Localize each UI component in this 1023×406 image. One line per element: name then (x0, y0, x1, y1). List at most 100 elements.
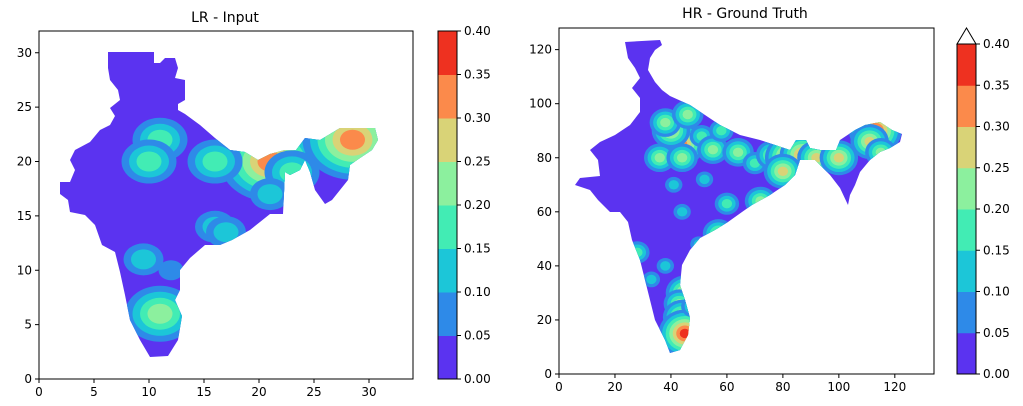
heat-hotspot (665, 176, 683, 193)
x-tick-label: 5 (90, 385, 98, 399)
heat-hotspot (709, 119, 734, 142)
colorbar-tick-label: 0.30 (983, 120, 1010, 134)
heat-hotspot (702, 219, 735, 248)
colorbar-segment (438, 31, 457, 75)
colorbar-segment (438, 292, 457, 336)
x-tick-label: 25 (306, 385, 321, 399)
heat-hotspot (158, 260, 184, 281)
colorbar-tick-label: 0.00 (983, 367, 1010, 381)
y-tick-label: 30 (17, 46, 32, 60)
y-tick-label: 5 (24, 318, 32, 332)
x-tick-label: 0 (555, 380, 563, 394)
colorbar-segment (957, 291, 976, 334)
y-tick-label: 20 (537, 313, 552, 327)
colorbar-tick-label: 0.20 (464, 198, 491, 212)
colorbar-segment (438, 161, 457, 206)
x-tick-label: 20 (607, 380, 622, 394)
y-tick-label: 100 (529, 97, 552, 111)
x-tick-label: 0 (35, 385, 43, 399)
y-tick-label: 10 (17, 263, 32, 277)
lr-colorbar-ticks: 0.00 0.05 0.10 0.15 0.20 0.25 0.30 0.35 0.40 (457, 24, 491, 386)
heat-hotspot (673, 203, 691, 220)
y-tick-label: 20 (17, 155, 32, 169)
colorbar-segment (957, 250, 976, 292)
y-tick-label: 120 (529, 43, 552, 57)
lr-heat-map (60, 52, 378, 357)
plot-title-hr: HR - Ground Truth (682, 6, 808, 22)
x-tick-label: 15 (196, 385, 211, 399)
y-tick-label: 25 (17, 100, 32, 114)
hr-heat-map (575, 40, 902, 353)
colorbar-tick-label: 0.30 (464, 111, 491, 125)
colorbar-tick-label: 0.35 (464, 68, 491, 82)
colorbar-segment (438, 335, 457, 380)
heat-hotspot (672, 100, 704, 129)
x-tick-label: 20 (251, 385, 266, 399)
colorbar-tick-label: 0.15 (983, 243, 1010, 257)
hr-axes-frame (558, 27, 935, 375)
colorbar-segment (438, 205, 457, 249)
y-tick-label: 0 (24, 372, 32, 386)
lr-colorbar: 0.00 0.05 0.10 0.15 0.20 0.25 0.30 0.35 0.40 (437, 24, 491, 386)
x-tick-label: 100 (827, 380, 850, 394)
heat-hotspot (644, 143, 676, 173)
heat-hotspot (206, 216, 246, 249)
map-base-region (60, 52, 378, 357)
colorbar-tick-label: 0.10 (983, 285, 1010, 299)
colorbar-segment (957, 85, 976, 127)
colorbar-segment (438, 248, 457, 293)
y-tick-label: 60 (537, 205, 552, 219)
heat-hotspot (121, 139, 177, 184)
y-tick-label: 80 (537, 151, 552, 165)
y-tick-label: 15 (17, 209, 32, 223)
colorbar-tick-label: 0.20 (983, 202, 1010, 216)
x-tick-label: 10 (141, 385, 156, 399)
heat-hotspot (250, 178, 290, 211)
x-tick-label: 120 (883, 380, 906, 394)
heat-hotspot (666, 143, 698, 173)
hr-colorbar-ticks: 0.00 0.05 0.10 0.15 0.20 0.25 0.30 0.35 0.40 (976, 37, 1010, 381)
map-base-region (575, 40, 902, 353)
x-tick-label: 60 (719, 380, 734, 394)
colorbar-tick-label: 0.40 (464, 24, 491, 38)
colorbar-segment (957, 126, 976, 169)
lr-input-plot: LR - Input 0 5 10 15 20 25 30 0 5 10 15 20 25 30 (17, 10, 414, 399)
colorbar-segment (957, 209, 976, 251)
heat-hotspot (187, 139, 243, 184)
colorbar-segment (957, 167, 976, 210)
heat-hotspot (726, 222, 744, 239)
colorbar-tick-label: 0.15 (464, 242, 491, 256)
heat-hotspot (865, 138, 897, 167)
lr-axes-frame (38, 30, 414, 380)
y-tick-label: 0 (544, 367, 552, 381)
colorbar-segment (438, 74, 457, 119)
colorbar-segment (438, 118, 457, 162)
colorbar-tick-label: 0.35 (983, 78, 1010, 92)
colorbar-tick-label: 0.05 (983, 326, 1010, 340)
heat-hotspot (625, 241, 650, 264)
heat-hotspot (642, 271, 661, 288)
lr-axis-ticks: 0 5 10 15 20 25 30 0 5 10 15 20 25 30 (17, 46, 377, 399)
colorbar-tick-label: 0.25 (464, 155, 491, 169)
hr-colorbar: 0.00 0.05 0.10 0.15 0.20 0.25 0.30 0.35 0.40 (956, 27, 1010, 381)
hr-axis-ticks: 0 20 40 60 80 100 120 0 20 40 60 80 100 120 (529, 43, 906, 394)
heat-hotspot (681, 295, 706, 318)
plot-title-lr: LR - Input (191, 10, 259, 26)
heat-hotspot (763, 153, 803, 189)
x-tick-label: 30 (361, 385, 376, 399)
x-tick-label: 80 (775, 380, 790, 394)
heat-hotspot (123, 243, 164, 276)
heat-hotspot (656, 257, 675, 274)
colorbar-segment (957, 44, 976, 86)
heat-hotspot (658, 309, 712, 353)
colorbar-tick-label: 0.00 (464, 372, 491, 386)
y-tick-label: 40 (537, 259, 552, 273)
colorbar-segment (957, 332, 976, 375)
heat-hotspot (744, 186, 777, 216)
hr-colorbar-extend-arrow (956, 27, 977, 45)
colorbar-tick-label: 0.25 (983, 161, 1010, 175)
heat-hotspot (695, 171, 714, 188)
colorbar-tick-label: 0.40 (983, 37, 1010, 51)
colorbar-tick-label: 0.05 (464, 329, 491, 343)
